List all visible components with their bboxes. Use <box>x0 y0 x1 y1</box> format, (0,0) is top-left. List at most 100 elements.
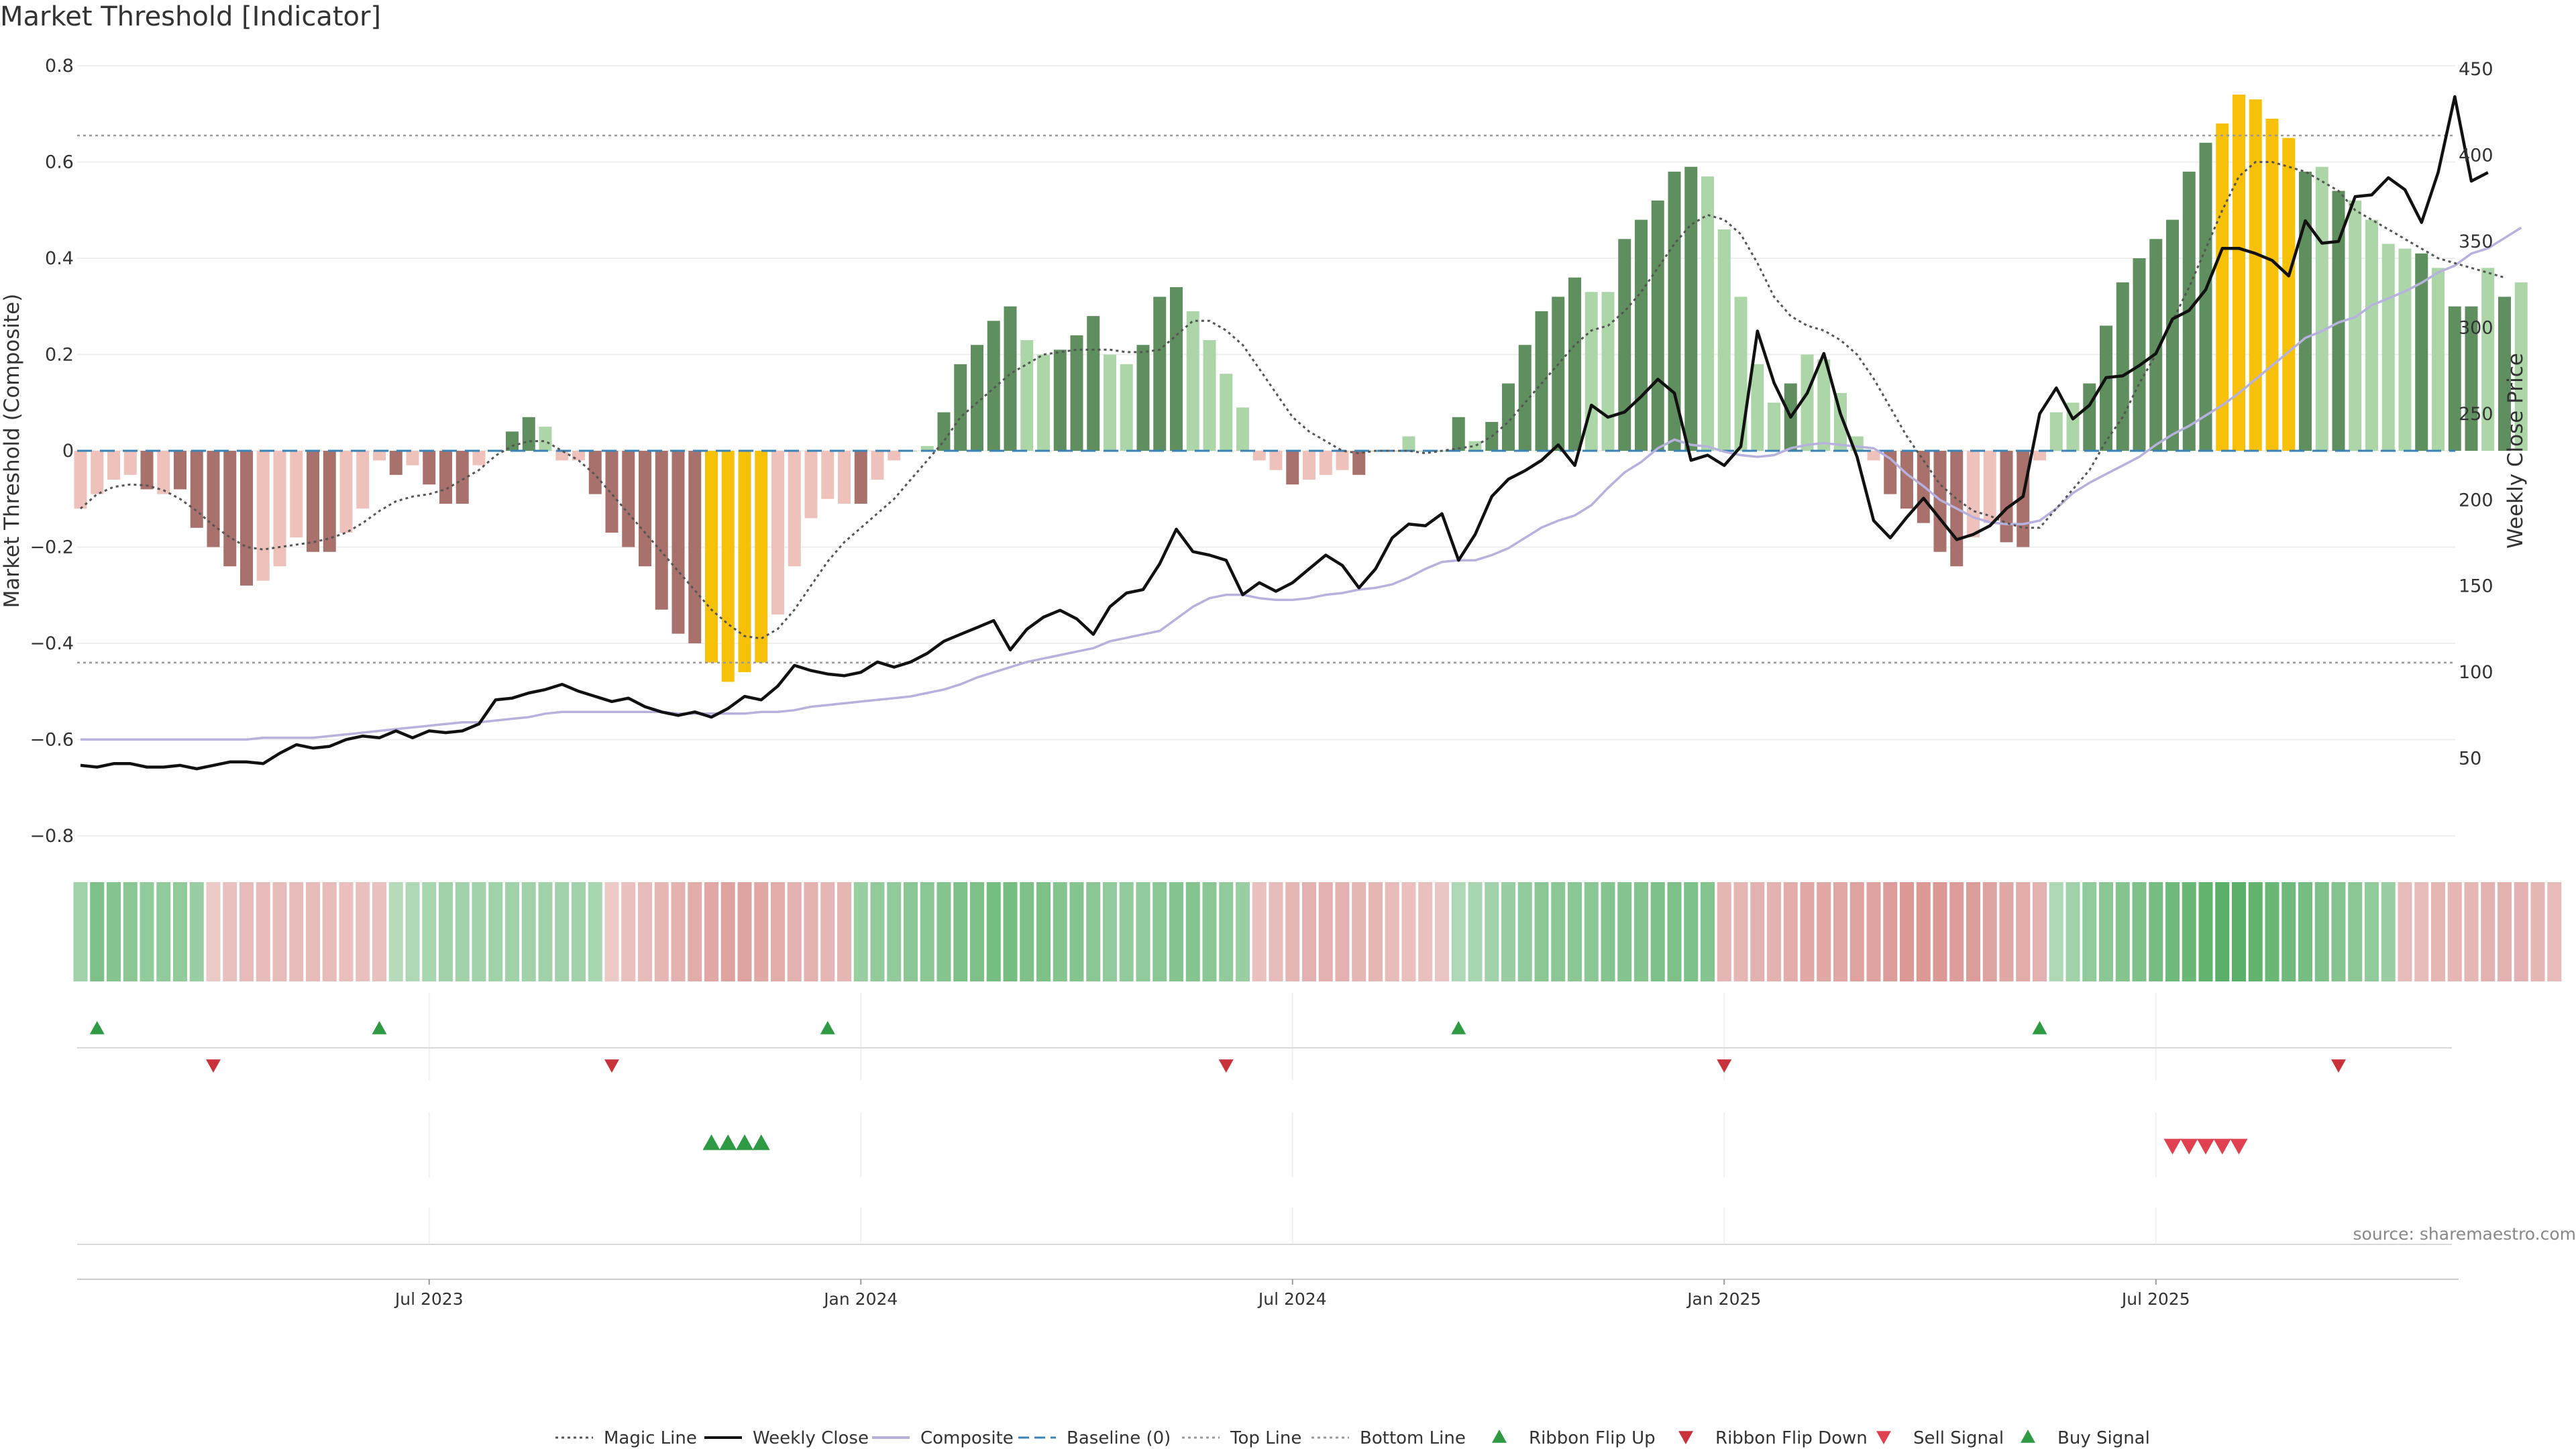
ribbon-cell <box>388 882 403 981</box>
ribbon-cell <box>1634 882 1648 981</box>
ribbon-cell <box>1119 882 1134 981</box>
ribbon-cell <box>1136 882 1150 981</box>
ribbon-cell <box>272 882 287 981</box>
ribbon-strip <box>73 882 2562 981</box>
ribbon-cell <box>2049 882 2063 981</box>
histogram-bar <box>1004 306 1017 451</box>
ribbon-cell <box>2232 882 2246 981</box>
legend-label: Bottom Line <box>1360 1428 1466 1448</box>
histogram-bar <box>240 451 253 586</box>
right-tick-label: 150 <box>2459 576 2493 597</box>
ribbon-cell <box>538 882 553 981</box>
histogram-bar <box>672 451 685 634</box>
guide-lines <box>77 134 2455 663</box>
histogram-bar <box>2465 306 2478 451</box>
x-tick-label: Jul 2024 <box>1257 1289 1327 1309</box>
histogram-bar <box>2398 248 2412 451</box>
ribbon-cell <box>621 882 636 981</box>
left-tick-label: −0.2 <box>30 537 74 558</box>
buy-signal-marker <box>736 1134 753 1150</box>
left-tick-label: −0.6 <box>30 730 74 751</box>
histogram-bar <box>1452 417 1465 451</box>
ribbon-cell <box>804 882 818 981</box>
histogram-bar <box>954 364 967 451</box>
signal-markers <box>89 1021 2346 1155</box>
ribbon-cell <box>1933 882 1947 981</box>
ribbon-cell <box>422 882 437 981</box>
histogram-bar <box>838 451 851 504</box>
legend-item: Baseline (0) <box>1018 1428 1171 1448</box>
ribbon-cell <box>1468 882 1483 981</box>
ribbon-cell <box>472 882 486 981</box>
legend-item: Sell Signal <box>1876 1428 2004 1448</box>
legend-swatch <box>2021 1430 2035 1443</box>
ribbon-cell <box>704 882 718 981</box>
histogram-bar <box>91 451 104 494</box>
ribbon-cell <box>2530 882 2545 981</box>
histogram-bar <box>174 451 186 490</box>
ribbon-cell <box>140 882 154 981</box>
ribbon-flip-up-marker <box>2032 1021 2047 1034</box>
ribbon-cell <box>1750 882 1765 981</box>
ribbon-cell <box>1053 882 1067 981</box>
histogram-bar <box>1104 354 1116 451</box>
ribbon-cell <box>1883 882 1898 981</box>
histogram-bar <box>1087 316 1100 451</box>
histogram-bar <box>1867 451 1880 461</box>
ribbon-cell <box>1568 882 1582 981</box>
right-tick-label: 300 <box>2459 317 2493 338</box>
ribbon-cell <box>1086 882 1101 981</box>
legend-label: Ribbon Flip Down <box>1715 1428 1868 1448</box>
legend-item: Top Line <box>1182 1428 1301 1448</box>
ribbon-cell <box>671 882 686 981</box>
ribbon-cell <box>1551 882 1566 981</box>
ribbon-cell <box>372 882 386 981</box>
histogram-bar <box>1817 359 1831 451</box>
ribbon-cell <box>2248 882 2263 981</box>
ribbon-cell <box>953 882 968 981</box>
left-axis-label: Market Threshold (Composite) <box>0 294 24 608</box>
right-axis-label: Weekly Close Price <box>2504 353 2528 549</box>
ribbon-cell <box>2198 882 2213 981</box>
ribbon-cell <box>936 882 951 981</box>
ribbon-cell <box>1285 882 1300 981</box>
histogram-bar <box>588 451 602 494</box>
ribbon-cell <box>2514 882 2528 981</box>
source-note: source: sharemaestro.com <box>2353 1224 2576 1244</box>
ribbon-cell <box>90 882 105 981</box>
legend: Magic Line Weekly Close Composite Baseline … <box>555 1428 2150 1448</box>
ribbon-cell <box>2265 882 2279 981</box>
ribbon-cell <box>1451 882 1466 981</box>
histogram-bar <box>1020 339 1034 451</box>
legend-item: Magic Line <box>555 1428 697 1448</box>
ribbon-cell <box>1966 882 1980 981</box>
ribbon-cell <box>771 882 785 981</box>
ribbon-cell <box>1103 882 1117 981</box>
ribbon-cell <box>439 882 453 981</box>
ribbon-cell <box>754 882 769 981</box>
ribbon-cell <box>2016 882 2031 981</box>
ribbon-cell <box>1252 882 1267 981</box>
ribbon-cell <box>2365 882 2379 981</box>
left-tick-label: 0.6 <box>45 152 74 173</box>
histogram-bar <box>1900 451 1913 509</box>
histogram-bar <box>2083 383 2096 451</box>
ribbon-cell <box>1900 882 1914 981</box>
histogram-bar <box>605 451 619 533</box>
histogram-bar <box>920 445 934 451</box>
legend-label: Ribbon Flip Up <box>1529 1428 1656 1448</box>
histogram-bar <box>804 451 818 519</box>
ribbon-cell <box>521 882 536 981</box>
histogram-bar <box>688 451 702 643</box>
legend-item: Ribbon Flip Down <box>1678 1428 1868 1448</box>
left-tick-label: −0.8 <box>30 826 74 847</box>
ribbon-cell <box>2331 882 2346 981</box>
ribbon-cell <box>1517 882 1532 981</box>
histogram-bar <box>1468 441 1482 451</box>
histogram-bar <box>2514 282 2528 451</box>
ribbon-cell <box>920 882 934 981</box>
histogram-bar <box>1651 200 1664 451</box>
ribbon-cell <box>2398 882 2412 981</box>
ribbon-cell <box>853 882 868 981</box>
ribbon-flip-down-marker <box>206 1059 221 1073</box>
